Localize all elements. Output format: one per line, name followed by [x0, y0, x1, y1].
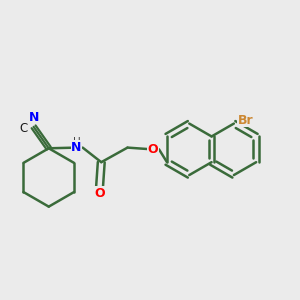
Text: C: C: [20, 122, 28, 135]
Text: O: O: [148, 143, 158, 156]
Text: N: N: [71, 141, 82, 154]
Text: O: O: [94, 187, 105, 200]
Text: Br: Br: [238, 114, 254, 127]
Text: N: N: [29, 111, 40, 124]
Text: H: H: [73, 137, 80, 147]
